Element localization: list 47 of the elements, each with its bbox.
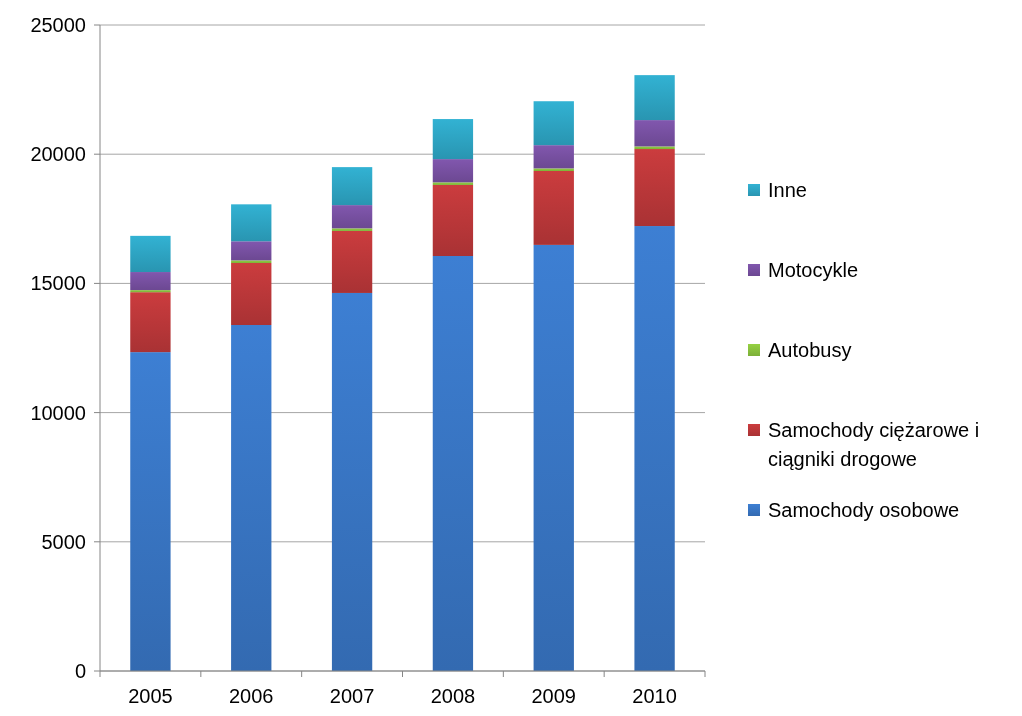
y-tick-label: 25000 — [30, 14, 86, 36]
x-tick-label: 2008 — [430, 685, 476, 707]
bar — [634, 226, 675, 671]
bar — [231, 325, 272, 671]
bar — [331, 292, 373, 671]
bar — [533, 168, 574, 171]
bar — [634, 146, 675, 150]
bar — [331, 230, 373, 293]
legend-label: Inne — [768, 179, 807, 201]
legend-label: Samochody ciężarowe i ciągniki drogowe — [768, 419, 980, 470]
bar — [533, 244, 574, 671]
x-tick-label: 2006 — [229, 685, 274, 707]
x-tick-label: 2005 — [128, 685, 173, 707]
bar — [130, 290, 171, 293]
bar — [130, 352, 171, 671]
bar — [432, 182, 474, 185]
y-tick-label: 15000 — [30, 272, 86, 295]
bar — [231, 241, 272, 261]
x-tick-label: 2009 — [531, 685, 576, 707]
bar — [331, 205, 373, 229]
bar — [634, 120, 675, 147]
x-tick-label: 2010 — [632, 685, 677, 707]
bar — [533, 171, 574, 245]
bar — [130, 235, 171, 273]
bar — [231, 262, 272, 325]
bar — [533, 145, 574, 169]
bar — [432, 184, 474, 257]
legend-label: Samochody osobowe — [768, 499, 960, 521]
bar — [634, 75, 675, 121]
bar — [533, 101, 574, 146]
bar — [130, 272, 171, 291]
y-tick-label: 10000 — [30, 401, 86, 424]
bar — [130, 292, 171, 353]
bar — [331, 228, 373, 231]
y-tick-label: 20000 — [30, 143, 86, 166]
bar — [231, 204, 272, 242]
bar — [432, 159, 474, 183]
bar — [331, 167, 373, 206]
bar — [432, 256, 474, 671]
legend-label: Autobusy — [768, 339, 852, 361]
x-tick-label: 2007 — [329, 685, 375, 707]
legend-label: Motocykle — [768, 259, 859, 281]
bar — [432, 119, 474, 160]
y-tick-label: 5000 — [41, 530, 86, 553]
bar — [634, 149, 675, 227]
y-tick-label: 0 — [74, 660, 86, 682]
bar — [231, 260, 272, 263]
